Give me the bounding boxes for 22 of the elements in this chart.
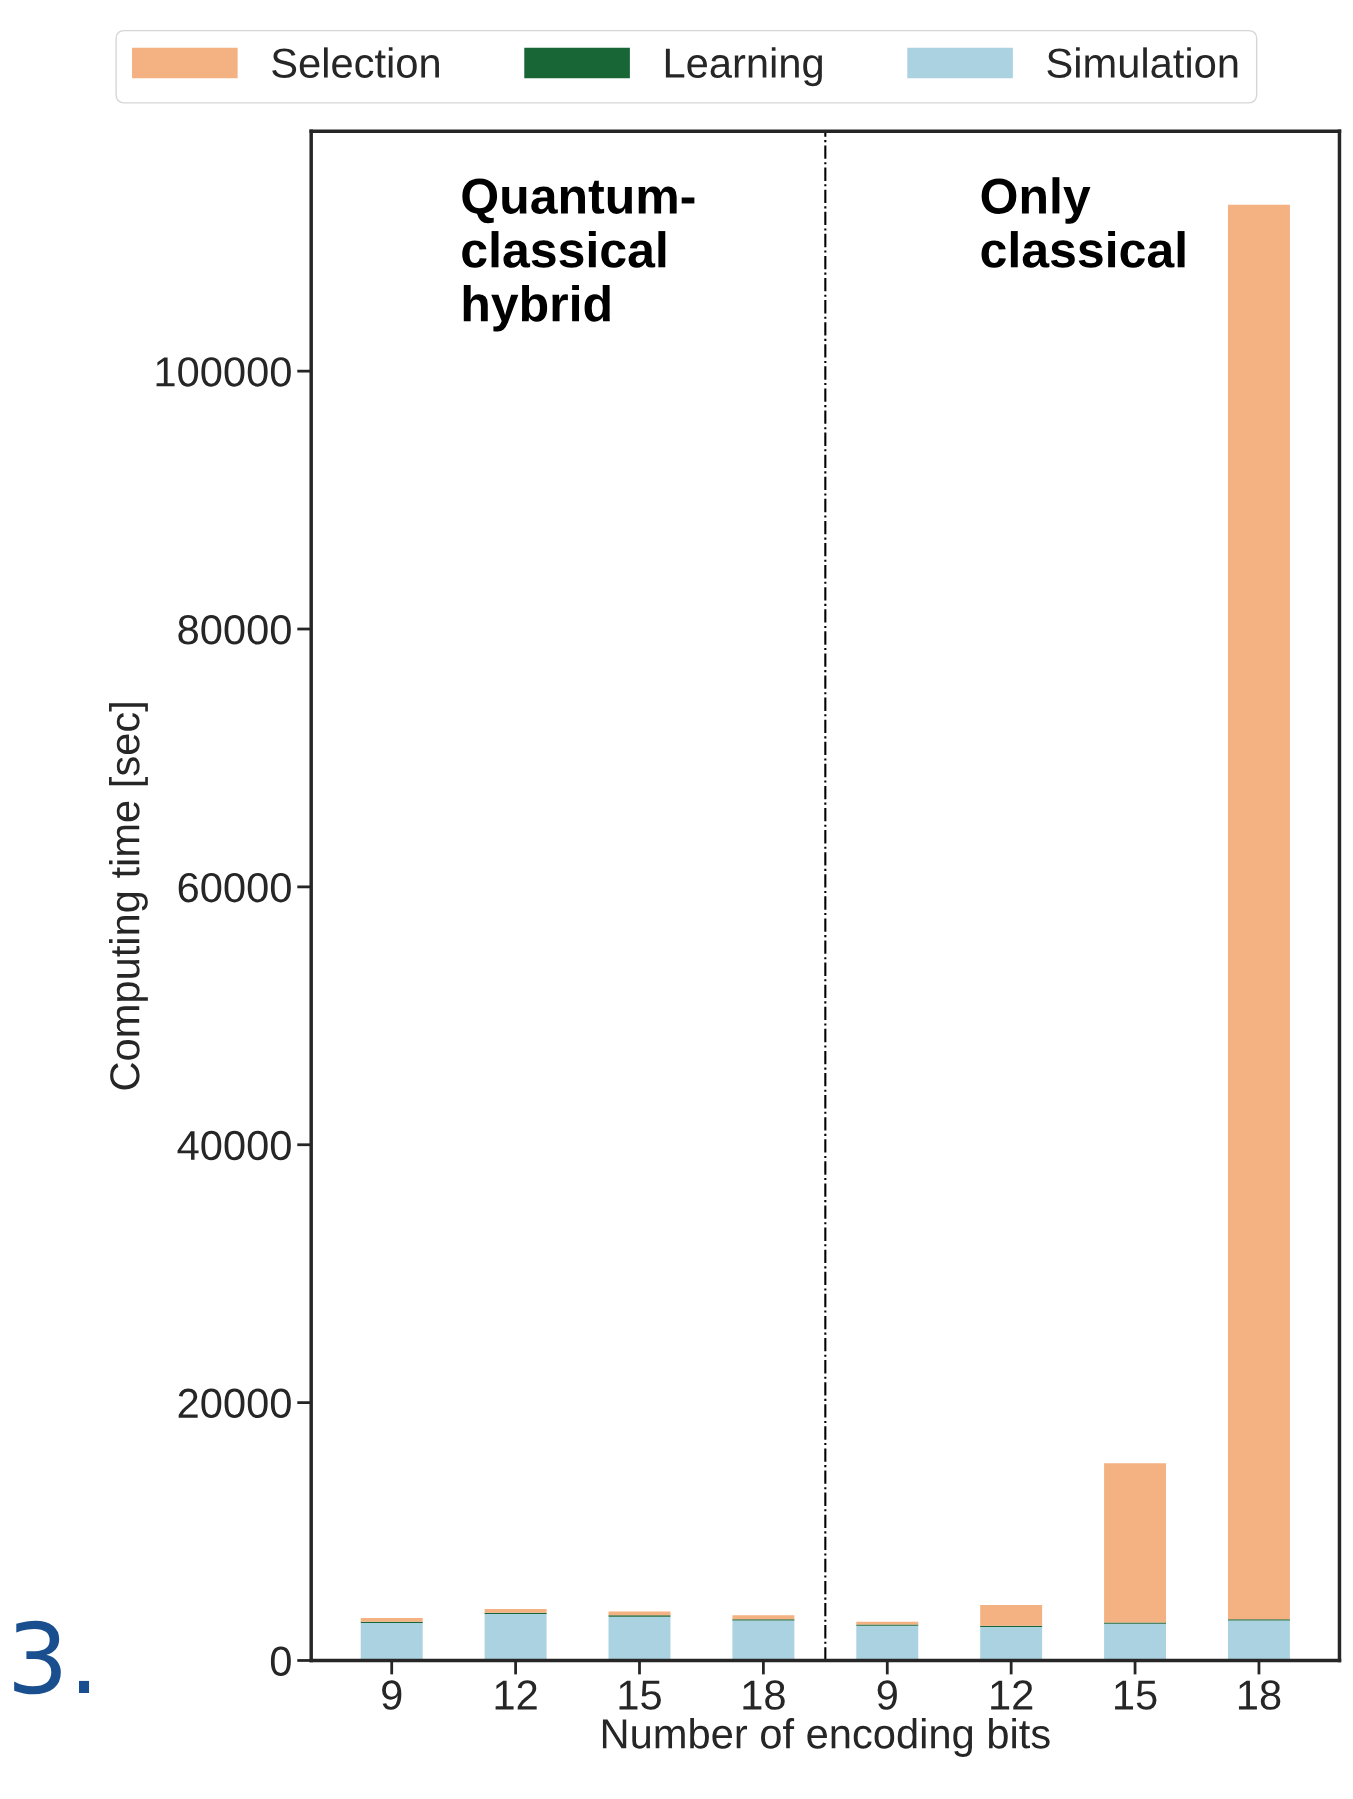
y-tick-label: 60000: [178, 872, 291, 903]
y-tick-label: 100000: [156, 357, 291, 387]
text: 3.: [14, 1620, 90, 1695]
x-tick-label: 9: [877, 1680, 897, 1710]
x-axis-title: Number of encoding bits: [602, 1718, 1050, 1757]
x-tick-label: 15: [1115, 1680, 1157, 1710]
annotation: Quantum- classical hybrid: [462, 178, 695, 332]
x-tick-label: 12: [991, 1680, 1033, 1710]
x-tick-label: 12: [495, 1680, 537, 1710]
y-axis-title: Computing time [sec]: [109, 703, 148, 1090]
x-tick-label: 18: [743, 1680, 785, 1710]
annotation: Only classical: [981, 177, 1185, 268]
legend-label: Learning: [665, 47, 822, 87]
x-tick-label: 9: [382, 1680, 402, 1710]
y-tick-label: 80000: [178, 615, 291, 645]
legend-label: Simulation: [1047, 47, 1238, 78]
y-tick-label: 20000: [178, 1388, 291, 1419]
y-tick-label: 0: [270, 1646, 291, 1676]
y-tick-label: 40000: [177, 1130, 291, 1161]
x-tick-label: 18: [1238, 1680, 1281, 1710]
x-tick-label: 15: [619, 1680, 661, 1710]
legend-label: Selection: [272, 47, 439, 78]
